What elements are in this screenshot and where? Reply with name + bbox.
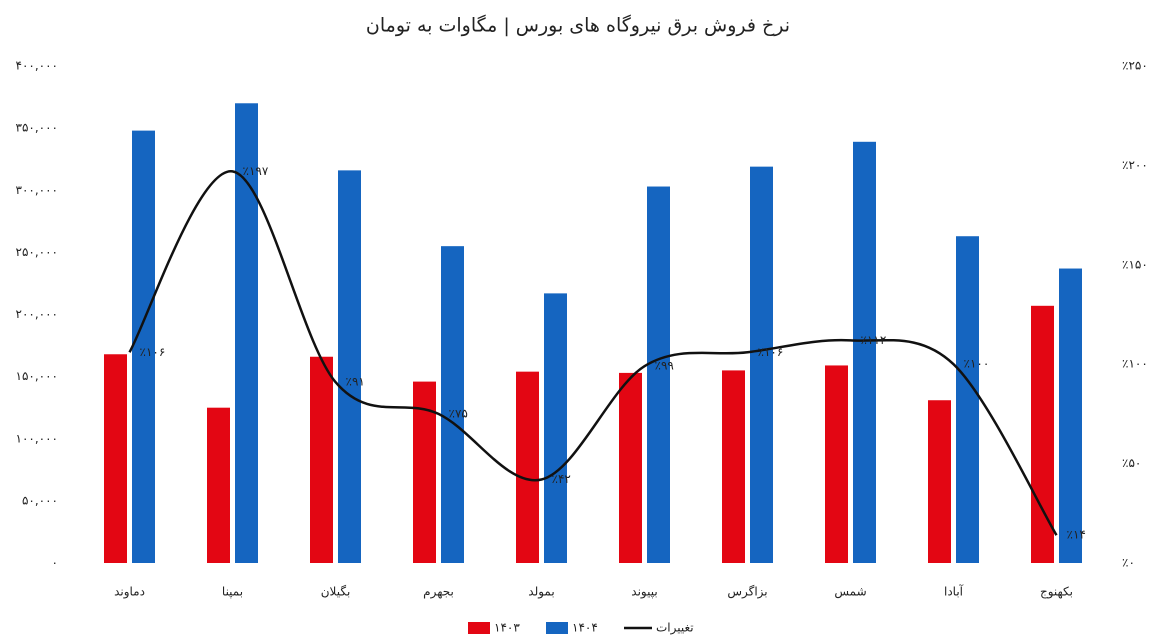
y-tick-label: ۳۵۰,۰۰۰ — [16, 121, 59, 135]
bar — [413, 381, 436, 563]
y-tick-label: ۰ — [52, 556, 58, 570]
bar — [310, 356, 333, 563]
bar — [619, 372, 642, 563]
legend-swatch — [546, 622, 568, 634]
data-label: ٪۱۱۲ — [861, 333, 887, 347]
chart-title: نرخ فروش برق نیروگاه های بورس | مگاوات ب… — [366, 14, 790, 37]
y2-tick-label: ٪۲۵۰ — [1122, 59, 1148, 73]
y2-tick-label: ٪۲۰۰ — [1122, 158, 1148, 172]
bar — [104, 354, 127, 563]
y2-tick-label: ٪۵۰ — [1122, 456, 1141, 470]
y2-tick-label: ٪۱۵۰ — [1122, 257, 1148, 271]
bar — [853, 141, 876, 564]
y-tick-label: ۲۰۰,۰۰۰ — [16, 307, 59, 321]
x-tick-label: بزاگرس — [727, 585, 767, 600]
bar — [516, 371, 539, 563]
x-tick-label: دماوند — [114, 585, 145, 600]
bar — [1059, 268, 1082, 563]
bar — [750, 166, 773, 563]
legend-label: ۱۴۰۳ — [494, 621, 520, 635]
x-tick-label: بمولد — [528, 585, 554, 600]
data-label: ٪۹۹ — [655, 359, 674, 373]
x-tick-label: بپیوند — [631, 585, 657, 600]
bar — [722, 370, 745, 563]
y-tick-label: ۲۵۰,۰۰۰ — [16, 245, 59, 259]
bar — [338, 170, 361, 563]
legend-swatch — [468, 622, 490, 634]
x-tick-label: شمس — [834, 585, 866, 600]
y-tick-label: ۴۰۰,۰۰۰ — [16, 59, 59, 73]
x-tick-label: بجهرم — [423, 585, 454, 600]
bar — [956, 236, 979, 563]
y2-tick-label: ٪۰ — [1122, 556, 1135, 570]
data-label: ٪۴۲ — [552, 472, 571, 486]
bar — [441, 246, 464, 563]
data-label: ٪۱۰۰ — [964, 357, 990, 371]
x-tick-label: آبادا — [944, 584, 964, 599]
bar — [647, 186, 670, 563]
bar — [928, 400, 951, 563]
y-tick-label: ۵۰,۰۰۰ — [22, 493, 58, 507]
bar — [235, 103, 258, 564]
x-tick-label: بمپنا — [222, 585, 243, 599]
x-tick-label: بکهنوج — [1040, 585, 1073, 600]
data-label: ٪۱۴ — [1067, 528, 1086, 542]
data-label: ٪۱۹۷ — [243, 164, 269, 178]
data-label: ٪۱۰۶ — [140, 345, 166, 359]
bar — [207, 407, 230, 563]
y-tick-label: ۱۰۰,۰۰۰ — [16, 431, 59, 445]
x-tick-label: بگیلان — [321, 585, 351, 599]
data-label: ٪۱۰۶ — [758, 345, 784, 359]
bar — [544, 293, 567, 563]
y-tick-label: ۳۰۰,۰۰۰ — [16, 183, 59, 197]
legend-label: تغییرات — [656, 621, 694, 636]
legend-label: ۱۴۰۴ — [572, 621, 598, 635]
y2-tick-label: ٪۱۰۰ — [1122, 357, 1148, 371]
bar — [825, 365, 848, 563]
bar — [132, 130, 155, 564]
data-label: ٪۷۵ — [449, 406, 468, 420]
data-label: ٪۹۱ — [346, 375, 365, 389]
y-tick-label: ۱۵۰,۰۰۰ — [16, 369, 59, 383]
line — [128, 170, 1058, 536]
